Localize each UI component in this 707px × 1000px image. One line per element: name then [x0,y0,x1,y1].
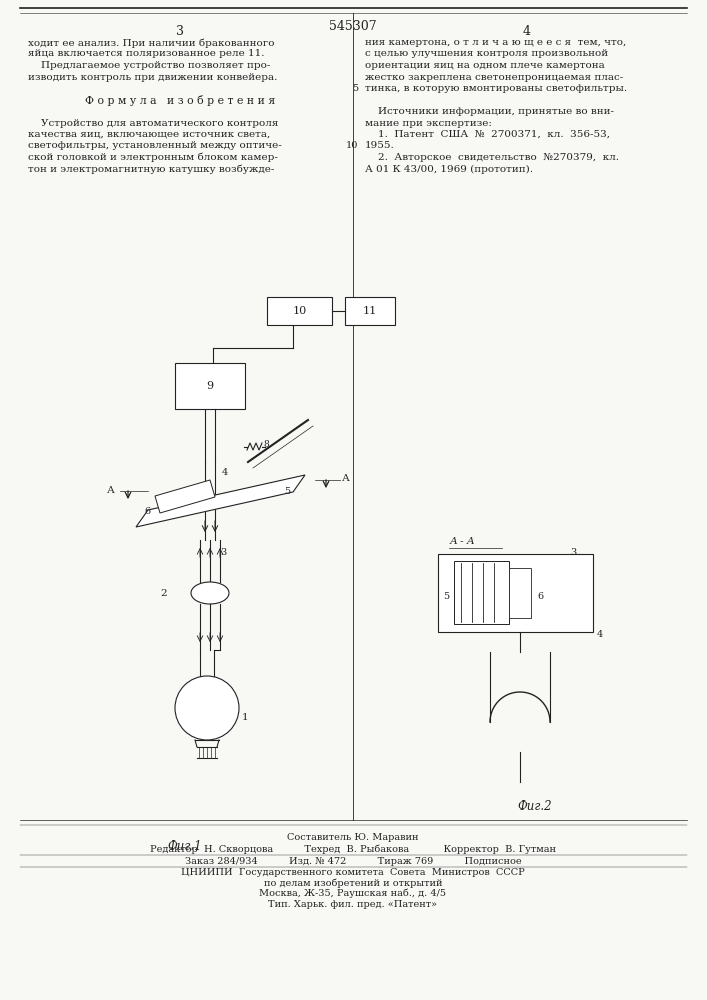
Text: 4: 4 [523,25,531,38]
Bar [438,554,593,632]
Text: Фиг.1: Фиг.1 [168,840,202,853]
Text: Ф о р м у л а   и з о б р е т е н и я: Ф о р м у л а и з о б р е т е н и я [85,96,275,106]
Text: качества яиц, включающее источник света,: качества яиц, включающее источник света, [28,130,270,139]
Text: 1955.: 1955. [365,141,395,150]
Circle shape [175,676,239,740]
Text: 545307: 545307 [329,20,377,33]
Text: 5: 5 [443,592,449,601]
Bar [509,568,531,618]
Text: 11: 11 [363,306,377,316]
Text: Редактор  Н. Скворцова          Техред  В. Рыбакова           Корректор  В. Гутм: Редактор Н. Скворцова Техред В. Рыбакова… [150,845,556,854]
Text: А: А [342,474,350,483]
Text: яйца включается поляризованное реле 11.: яйца включается поляризованное реле 11. [28,49,264,58]
Text: изводить контроль при движении конвейера.: изводить контроль при движении конвейера… [28,73,277,82]
Text: 6: 6 [537,592,543,601]
Text: ния камертона, о т л и ч а ю щ е е с я  тем, что,: ния камертона, о т л и ч а ю щ е е с я т… [365,38,626,47]
Text: по делам изобретений и открытий: по делам изобретений и открытий [264,878,443,888]
Text: жестко закреплена светонепроницаемая плас-: жестко закреплена светонепроницаемая пла… [365,73,624,82]
Text: 4: 4 [597,630,603,639]
Text: А - А: А - А [450,537,476,546]
Text: Фиг.2: Фиг.2 [518,800,552,813]
Text: 1.  Патент  США  №  2700371,  кл.  356-53,: 1. Патент США № 2700371, кл. 356-53, [365,130,610,139]
Text: 5: 5 [284,487,290,496]
Text: Источники информации, принятые во вни-: Источники информации, принятые во вни- [365,107,614,116]
Polygon shape [136,475,305,527]
Text: 2.  Авторское  свидетельство  №270379,  кл.: 2. Авторское свидетельство №270379, кл. [365,153,619,162]
Text: тинка, в которую вмонтированы светофильтры.: тинка, в которую вмонтированы светофильт… [365,84,627,93]
Bar [345,297,395,325]
Bar [267,297,332,325]
Text: 10: 10 [346,141,358,150]
Text: 8: 8 [263,440,269,449]
Text: ской головкой и электронным блоком камер-: ской головкой и электронным блоком камер… [28,153,278,162]
Text: А 01 К 43/00, 1969 (прототип).: А 01 К 43/00, 1969 (прототип). [365,164,533,174]
Text: ориентации яиц на одном плече камертона: ориентации яиц на одном плече камертона [365,61,604,70]
Bar [175,363,245,409]
Text: Москва, Ж-35, Раушская наб., д. 4/5: Москва, Ж-35, Раушская наб., д. 4/5 [259,888,447,898]
Text: Устройство для автоматического контроля: Устройство для автоматического контроля [28,118,279,127]
Text: тон и электромагнитную катушку возбужде-: тон и электромагнитную катушку возбужде- [28,164,274,174]
Text: А: А [107,486,115,495]
Text: 6: 6 [144,507,150,516]
Text: Предлагаемое устройство позволяет про-: Предлагаемое устройство позволяет про- [28,61,270,70]
Text: светофильтры, установленный между оптиче-: светофильтры, установленный между оптиче… [28,141,282,150]
Text: ЦНИИПИ  Государственного комитета  Совета  Министров  СССР: ЦНИИПИ Государственного комитета Совета … [181,868,525,877]
Text: 10: 10 [293,306,307,316]
Text: 5: 5 [352,84,358,93]
Text: с целью улучшения контроля произвольной: с целью улучшения контроля произвольной [365,49,608,58]
Text: Заказ 284/934          Изд. № 472          Тираж 769          Подписное: Заказ 284/934 Изд. № 472 Тираж 769 Подпи… [185,857,521,866]
Text: Тип. Харьк. фил. пред. «Патент»: Тип. Харьк. фил. пред. «Патент» [269,900,438,909]
Text: 9: 9 [206,381,214,391]
Text: 1: 1 [242,713,249,722]
Text: Составитель Ю. Маравин: Составитель Ю. Маравин [287,833,419,842]
Text: мание при экспертизе:: мание при экспертизе: [365,118,492,127]
Bar [454,561,509,624]
Text: 3: 3 [176,25,184,38]
Text: 3: 3 [570,548,576,557]
Ellipse shape [191,582,229,604]
Text: 2: 2 [160,588,167,597]
Text: ходит ее анализ. При наличии бракованного: ходит ее анализ. При наличии бракованног… [28,38,274,47]
Text: 3: 3 [220,548,226,557]
Text: 4: 4 [222,468,228,477]
Polygon shape [155,480,215,513]
